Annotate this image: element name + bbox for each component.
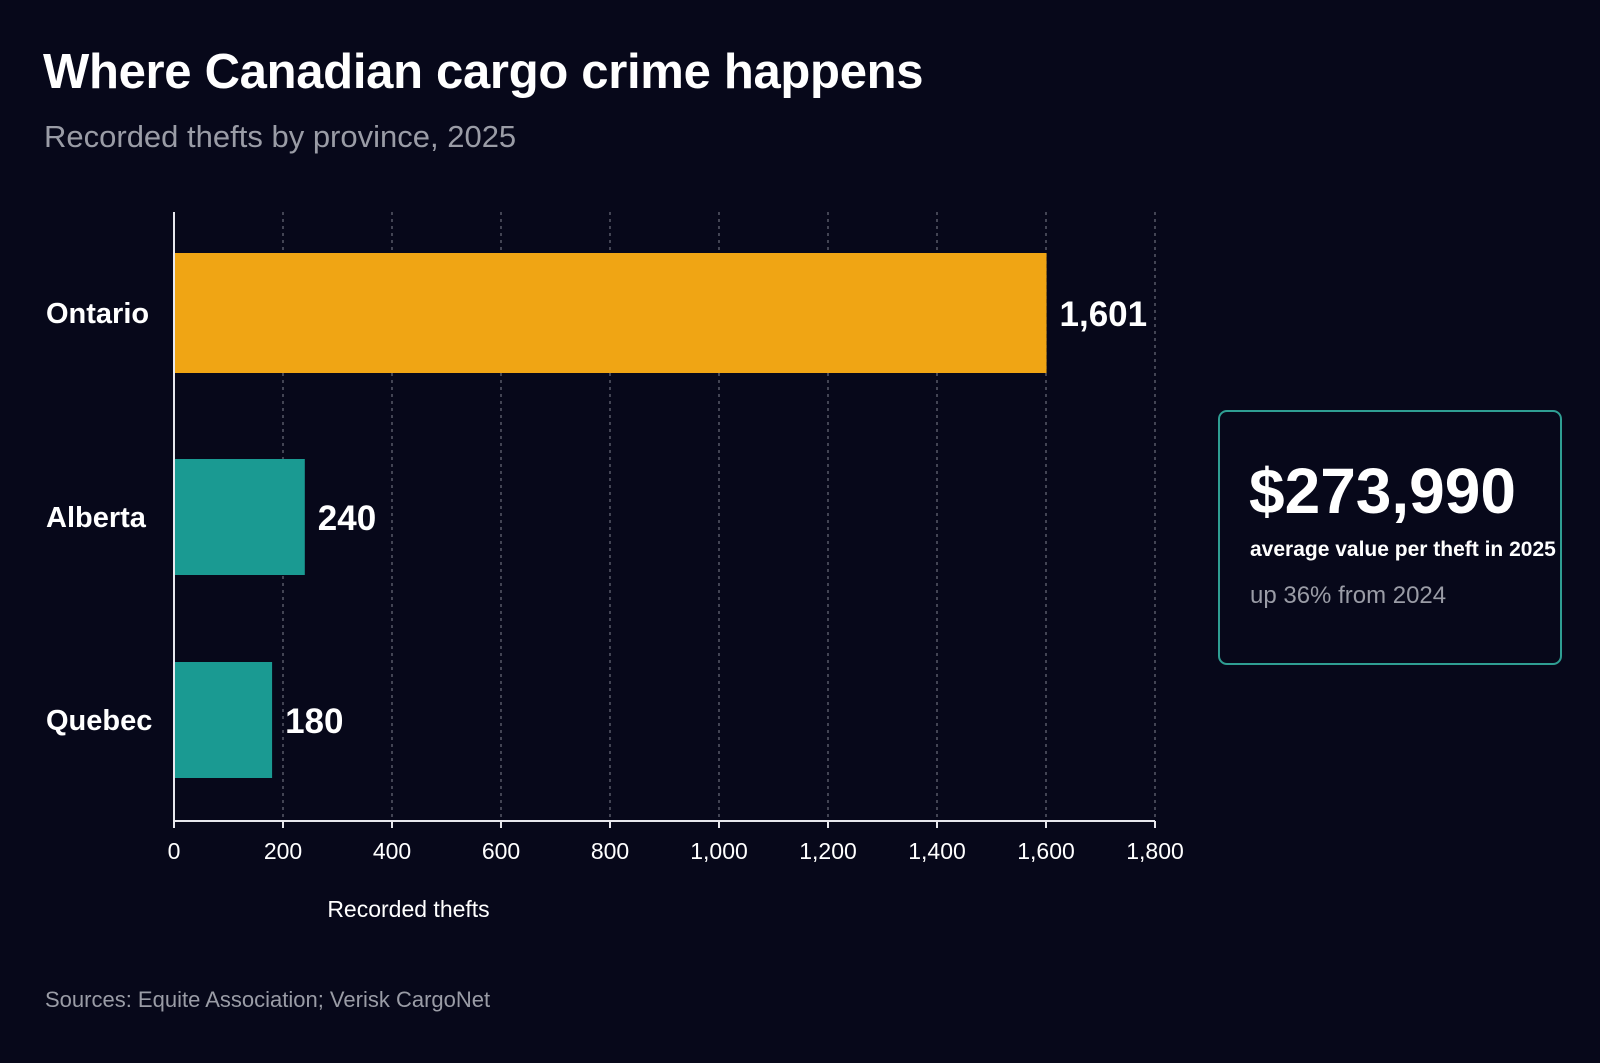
x-tick-label: 200 <box>264 838 302 864</box>
category-label: Ontario <box>46 298 149 330</box>
x-tick-label: 1,200 <box>799 838 857 864</box>
data-label: 240 <box>318 499 376 538</box>
category-label: Quebec <box>46 705 152 737</box>
data-label: 1,601 <box>1060 295 1148 334</box>
x-tick-label: 800 <box>591 838 629 864</box>
stat-callout: $273,990 average value per theft in 2025… <box>1218 410 1562 665</box>
callout-change: up 36% from 2024 <box>1250 582 1447 609</box>
x-tick-label: 1,600 <box>1017 838 1075 864</box>
callout-label: average value per theft in 2025 <box>1250 538 1556 561</box>
source-note: Sources: Equite Association; Verisk Carg… <box>45 987 491 1012</box>
x-tick-label: 600 <box>482 838 520 864</box>
bar-ontario <box>175 253 1047 373</box>
data-label: 180 <box>285 702 343 741</box>
x-tick-label: 1,400 <box>908 838 966 864</box>
x-tick-label: 1,000 <box>690 838 748 864</box>
x-tick-label: 400 <box>373 838 411 864</box>
x-tick-label: 1,800 <box>1126 838 1184 864</box>
x-axis-title: Recorded thefts <box>327 896 489 922</box>
chart-title: Where Canadian cargo crime happens <box>43 45 924 99</box>
bar-alberta <box>175 459 305 575</box>
callout-value: $273,990 <box>1249 455 1516 527</box>
chart-subtitle: Recorded thefts by province, 2025 <box>44 119 517 154</box>
category-label: Alberta <box>46 502 147 534</box>
bar-quebec <box>175 662 273 778</box>
x-tick-label: 0 <box>168 838 181 864</box>
